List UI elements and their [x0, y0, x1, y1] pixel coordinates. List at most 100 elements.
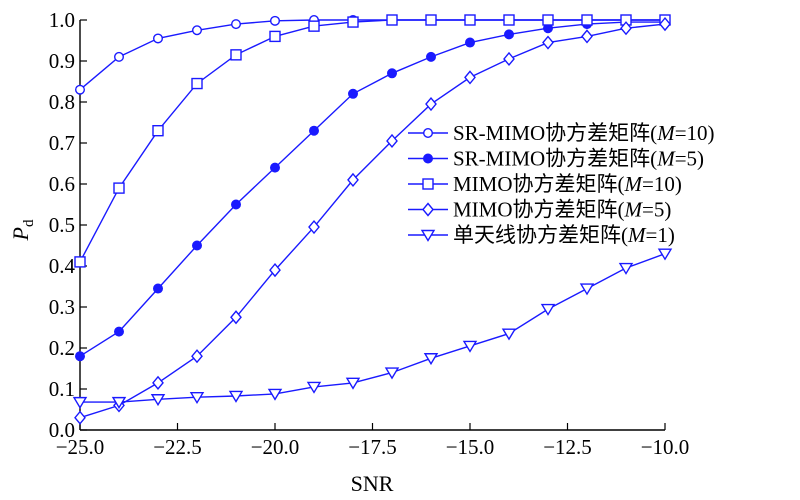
data-point	[503, 51, 515, 67]
data-point	[348, 88, 359, 99]
data-point	[270, 162, 281, 173]
data-point	[191, 25, 202, 36]
legend-marker	[422, 202, 434, 217]
data-point	[269, 263, 281, 278]
data-point	[150, 394, 166, 407]
data-point	[581, 14, 593, 26]
series-5	[72, 248, 673, 409]
series-2	[74, 17, 671, 362]
x-axis-label: SNR	[351, 471, 394, 496]
x-tick-label: −12.5	[543, 435, 592, 459]
data-point	[425, 96, 437, 112]
data-point	[657, 248, 673, 261]
series-line	[79, 21, 665, 357]
data-point	[423, 353, 439, 366]
x-tick-label: −20.0	[251, 435, 300, 459]
y-tick-label: 0.3	[49, 295, 75, 319]
y-tick-label: 0.2	[49, 336, 75, 360]
data-point	[72, 396, 88, 409]
y-tick-label: 0.1	[49, 377, 75, 401]
data-point	[230, 199, 241, 210]
legend-item: 单天线协方差矩阵(M=1)	[408, 223, 675, 247]
x-tick-label: −10.0	[641, 435, 690, 459]
data-point	[74, 351, 85, 362]
data-point	[347, 172, 359, 187]
data-point	[579, 283, 595, 296]
y-tick-label: 0.8	[49, 90, 75, 114]
y-tick-label: 0.9	[49, 49, 75, 73]
y-tick-label: 0.4	[49, 254, 76, 278]
data-point	[464, 14, 476, 26]
series-4	[74, 17, 671, 425]
legend-label: SR-MIMO协方差矩阵(M=10)	[453, 121, 715, 145]
data-point	[269, 30, 281, 43]
series-3	[74, 14, 671, 268]
data-point	[425, 14, 437, 26]
y-tick-label: 0.6	[49, 172, 75, 196]
data-point	[191, 240, 202, 251]
series-layer	[72, 14, 673, 425]
y-tick-label: 0.0	[49, 418, 75, 442]
legend-item: SR-MIMO协方差矩阵(M=5)	[408, 147, 704, 171]
y-tick-label: 0.7	[49, 131, 75, 155]
data-point	[189, 392, 205, 405]
data-point	[462, 340, 478, 353]
x-tick-label: −22.5	[153, 435, 202, 459]
legend-label: MIMO协方差矩阵(M=5)	[453, 198, 671, 222]
data-point	[542, 14, 554, 26]
series-1	[74, 14, 671, 95]
data-point	[270, 15, 281, 26]
data-point	[386, 14, 398, 26]
series-line	[79, 19, 665, 263]
legend: SR-MIMO协方差矩阵(M=10)SR-MIMO协方差矩阵(M=5)MIMO协…	[408, 121, 715, 247]
data-point	[384, 367, 400, 380]
data-point	[74, 410, 86, 425]
x-ticks: −25.0 −22.5 −20.0 −17.5 −15.0 −12.5 −10.0	[56, 423, 690, 459]
data-point	[230, 310, 242, 325]
data-point	[74, 256, 86, 268]
series-line	[79, 23, 666, 419]
legend-label: MIMO协方差矩阵(M=10)	[453, 172, 682, 196]
legend-marker	[423, 153, 434, 164]
data-point	[345, 377, 361, 390]
data-point	[426, 51, 437, 62]
x-tick-label: −15.0	[446, 435, 495, 459]
x-tick-label: −25.0	[56, 435, 105, 459]
data-point	[308, 20, 320, 32]
data-point	[267, 388, 283, 401]
data-point	[540, 303, 556, 316]
data-point	[113, 182, 125, 194]
data-point	[230, 19, 241, 30]
data-point	[113, 326, 124, 337]
series-line	[79, 19, 665, 91]
data-point	[387, 68, 398, 79]
data-point	[228, 390, 244, 403]
legend-item: MIMO协方差矩阵(M=10)	[408, 172, 682, 196]
plot-area: −25.0 −22.5 −20.0 −17.5 −15.0 −12.5 −10.0 0.00…	[49, 8, 690, 459]
data-point	[659, 17, 671, 32]
data-point	[309, 125, 320, 136]
legend-item: MIMO协方差矩阵(M=5)	[408, 198, 671, 222]
data-point	[386, 133, 398, 149]
y-axis-label: Pd	[8, 219, 37, 241]
data-point	[152, 283, 163, 294]
legend-item: SR-MIMO协方差矩阵(M=10)	[408, 121, 715, 145]
data-point	[308, 219, 320, 235]
data-point	[347, 16, 359, 28]
legend-marker	[423, 127, 434, 138]
legend-marker	[422, 178, 434, 190]
data-point	[230, 49, 242, 61]
data-point	[152, 33, 163, 44]
data-point	[581, 29, 593, 44]
data-point	[191, 349, 203, 364]
legend-label: SR-MIMO协方差矩阵(M=5)	[453, 147, 704, 171]
data-point	[503, 14, 515, 26]
data-point	[113, 51, 124, 62]
data-point	[620, 21, 632, 36]
data-point	[542, 35, 554, 50]
y-axis-label-main: P	[8, 227, 33, 241]
data-point	[501, 328, 517, 341]
data-point	[74, 84, 85, 95]
y-tick-label: 1.0	[49, 8, 75, 32]
